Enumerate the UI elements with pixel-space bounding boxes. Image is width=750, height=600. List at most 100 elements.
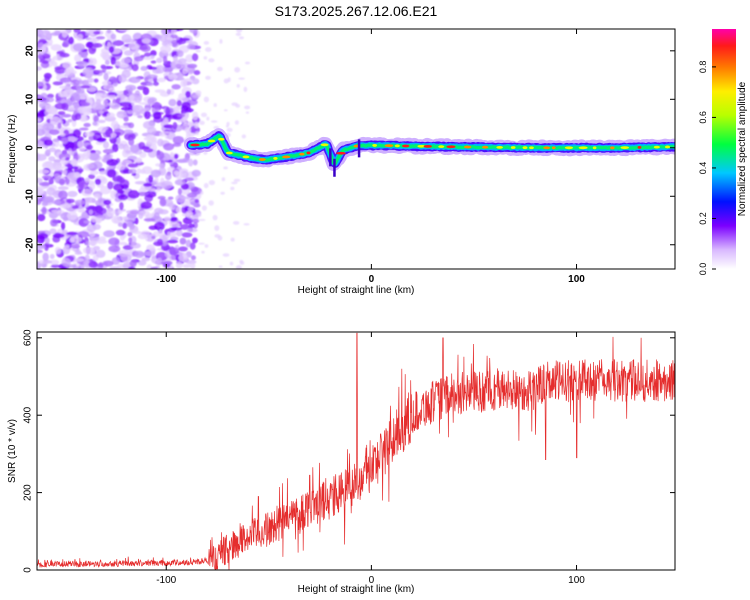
noise-blob xyxy=(168,247,180,255)
noise-blob xyxy=(52,81,64,86)
noise-blob xyxy=(186,43,196,50)
noise-blob xyxy=(243,86,248,93)
spectrogram-y-tick-label: 20 xyxy=(25,45,36,57)
noise-blob xyxy=(191,53,199,62)
noise-blob xyxy=(148,66,158,70)
noise-blob xyxy=(93,115,99,123)
noise-blob xyxy=(185,210,193,219)
noise-blob xyxy=(219,38,223,44)
noise-blob xyxy=(188,223,195,229)
noise-blob xyxy=(218,265,223,268)
noise-blob xyxy=(244,105,251,110)
noise-blob xyxy=(203,40,210,45)
noise-blob xyxy=(73,43,85,52)
noise-blob xyxy=(144,250,156,257)
noise-blob xyxy=(107,181,114,190)
spectrogram-y-tick-label: 10 xyxy=(25,93,36,105)
noise-blob xyxy=(39,42,44,46)
noise-blob xyxy=(84,197,96,204)
signal-hotspot xyxy=(384,144,394,148)
noise-blob xyxy=(144,110,151,120)
noise-blob xyxy=(153,81,159,86)
noise-blob xyxy=(143,218,156,222)
noise-blob xyxy=(159,45,172,54)
noise-blob xyxy=(77,231,90,238)
noise-blob xyxy=(117,194,129,201)
noise-blob xyxy=(106,112,115,118)
noise-blob xyxy=(123,116,129,122)
noise-blob xyxy=(79,127,89,131)
noise-blob xyxy=(191,187,203,195)
noise-blob xyxy=(115,229,126,236)
noise-blob xyxy=(44,242,49,251)
noise-blob xyxy=(86,41,94,48)
noise-blob xyxy=(197,212,202,217)
noise-blob xyxy=(103,84,115,91)
noise-blob xyxy=(95,239,108,244)
noise-blob xyxy=(120,46,126,51)
noise-blob xyxy=(74,168,84,173)
colorbar: 0.0 0.2 0.4 0.6 0.8 Normalized spectral ampl… xyxy=(698,29,748,275)
noise-blob xyxy=(131,63,139,72)
noise-blob xyxy=(48,178,54,185)
noise-blob xyxy=(206,116,210,121)
noise-blob xyxy=(110,120,119,129)
noise-blob xyxy=(83,122,91,128)
noise-blob xyxy=(100,177,108,185)
noise-blob xyxy=(150,266,159,269)
noise-blob xyxy=(239,261,245,265)
noise-blob xyxy=(158,229,164,238)
noise-blob xyxy=(103,230,115,238)
noise-blob xyxy=(64,141,75,151)
signal-hotspot xyxy=(653,145,660,149)
noise-blob xyxy=(38,85,44,90)
noise-blob xyxy=(119,63,129,68)
noise-blob xyxy=(188,158,194,167)
signal-hotspot xyxy=(282,155,291,159)
noise-blob xyxy=(127,231,133,237)
snr-x-tick-label: 0 xyxy=(369,575,375,586)
noise-blob xyxy=(243,223,250,226)
noise-blob xyxy=(181,101,191,110)
snr-y-axis: 0 200 400 600 xyxy=(23,329,675,573)
noise-blob xyxy=(95,249,106,258)
noise-blob xyxy=(156,257,163,266)
noise-blob xyxy=(187,63,198,69)
noise-blob xyxy=(141,257,151,262)
noise-blob xyxy=(170,217,178,222)
noise-blob xyxy=(176,39,187,45)
noise-blob xyxy=(149,187,156,192)
noise-blob xyxy=(111,215,121,224)
noise-blob xyxy=(96,207,107,215)
noise-blob xyxy=(119,201,124,211)
signal-hotspot xyxy=(207,139,216,143)
snr-y-label: SNR (10 * v/v) xyxy=(7,419,18,483)
noise-blob xyxy=(89,231,96,238)
noise-blob xyxy=(74,199,86,206)
noise-blob xyxy=(61,102,69,111)
noise-blob xyxy=(200,190,204,195)
noise-blob xyxy=(60,132,66,137)
noise-blob xyxy=(94,178,102,186)
noise-blob xyxy=(175,171,184,180)
figure-title: S173.2025.267.12.06.E21 xyxy=(275,3,438,19)
noise-blob xyxy=(102,141,110,149)
noise-blob xyxy=(198,242,205,245)
noise-blob xyxy=(123,50,134,56)
noise-blob xyxy=(159,33,170,43)
noise-blob xyxy=(140,230,151,236)
noise-blob xyxy=(116,136,121,145)
noise-blob xyxy=(62,61,72,69)
noise-blob xyxy=(144,190,157,198)
spectrogram-y-tick-label: 0 xyxy=(25,145,36,151)
signal-hotspot xyxy=(496,145,503,149)
signal-hotspot xyxy=(394,144,400,148)
noise-blob xyxy=(154,221,165,231)
signal-hotspot xyxy=(423,144,432,148)
noise-blob xyxy=(54,67,67,74)
noise-blob xyxy=(235,265,242,269)
noise-blob xyxy=(48,129,60,135)
signal-hotspot xyxy=(620,146,630,150)
noise-blob xyxy=(192,159,198,166)
